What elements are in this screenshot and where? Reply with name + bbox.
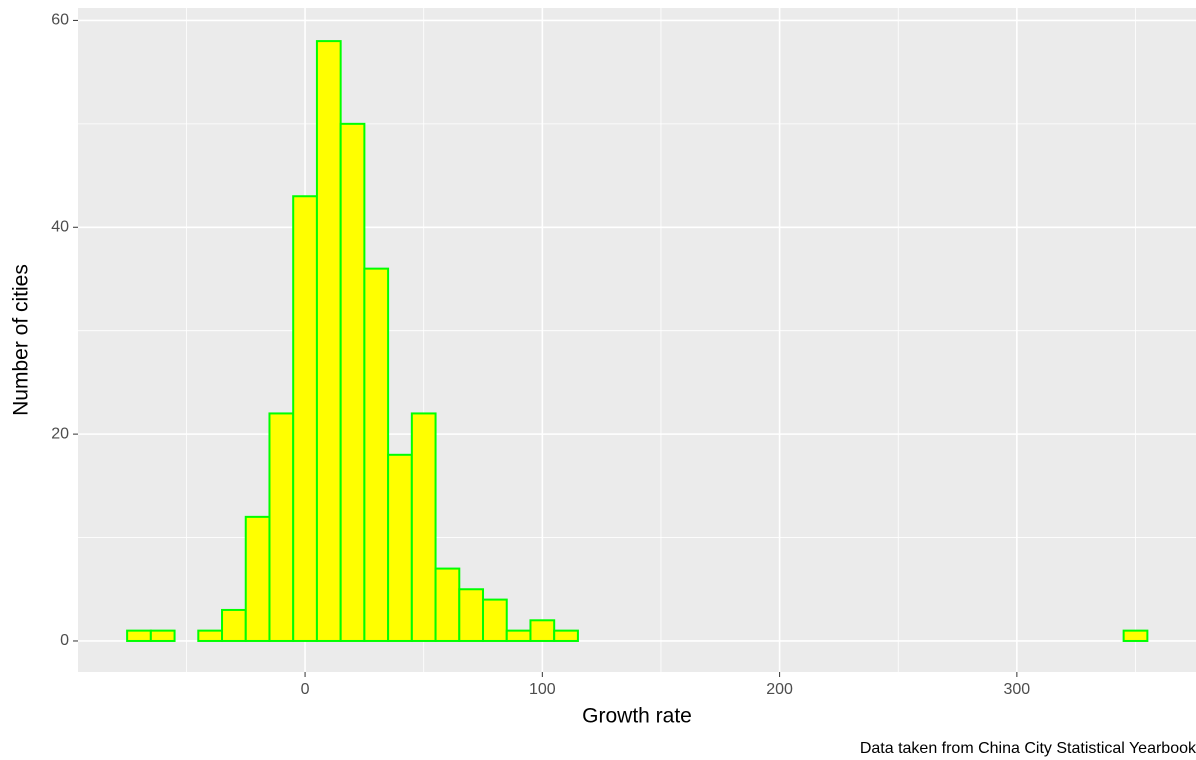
bar (529, 619, 556, 642)
bar (268, 412, 295, 642)
bar (410, 412, 437, 642)
bar (387, 453, 413, 642)
bar (292, 195, 318, 642)
y-axis-title: Number of cities (10, 264, 33, 416)
x-tick-label: 200 (766, 681, 793, 698)
x-tick-label: 100 (529, 681, 556, 698)
bar (221, 608, 247, 642)
bar (197, 629, 224, 642)
bar (434, 567, 461, 642)
bar (505, 629, 532, 642)
bar (482, 598, 508, 642)
bar (363, 267, 390, 642)
bar (126, 629, 152, 642)
x-axis-title: Growth rate (582, 705, 692, 728)
bar (244, 515, 271, 642)
bar (553, 629, 579, 642)
bar (1122, 629, 1149, 642)
bar (339, 122, 366, 642)
x-tick-label: 0 (301, 681, 310, 698)
x-tick-label: 300 (1004, 681, 1031, 698)
y-tick-label: 40 (51, 218, 69, 235)
y-tick-label: 60 (51, 12, 69, 29)
y-tick-label: 0 (60, 632, 69, 649)
bar (458, 588, 485, 642)
caption: Data taken from China City Statistical Y… (860, 740, 1196, 757)
bar (315, 40, 342, 642)
y-tick-label: 20 (51, 425, 69, 442)
bar (149, 629, 176, 642)
